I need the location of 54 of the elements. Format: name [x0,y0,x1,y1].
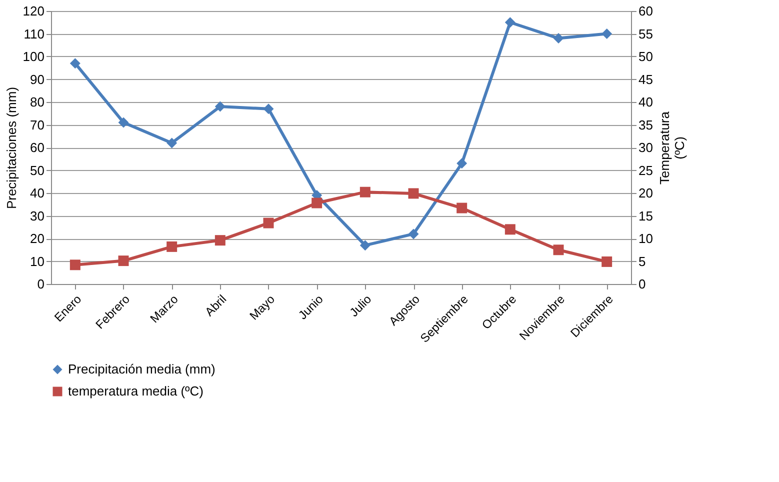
point [408,228,419,240]
legend-label: temperatura media (ºC) [68,384,204,398]
point [602,256,612,267]
point [456,202,468,214]
point [504,17,516,28]
y2-axis-title: Temperatura (ºC) [656,110,687,184]
x-tick-label: Julio [346,292,374,320]
y2-tick-label: 20 [638,186,653,200]
y2-tick-label: 45 [638,72,653,87]
point [166,138,178,148]
point [602,28,612,39]
y2-tick-label: 25 [638,162,653,178]
y-tick-label: 20 [30,231,44,246]
point [553,33,564,44]
y-tick-label: 100 [22,49,44,64]
point [456,158,468,169]
legend-label: Precipitación media (mm) [68,362,216,376]
point [360,240,370,251]
y2-tick-label: 5 [638,254,646,269]
y-tick-label: 60 [30,140,44,155]
y2-tick-label: 55 [638,26,653,42]
point [504,224,516,235]
point [263,218,274,228]
point [70,58,80,69]
y-tick-label: 10 [30,254,44,269]
point [214,101,226,112]
point [408,188,419,199]
y-tick-label: 90 [30,72,44,87]
y2-tick-label: 30 [638,140,653,155]
y-tick-label: 70 [30,117,44,132]
y2-tick-label: 60 [638,4,653,18]
y2-tick-label: 0 [638,276,646,292]
y-tick-label: 120 [22,4,44,18]
point [360,186,370,198]
point [214,235,226,246]
y2-tick-label: 50 [638,49,653,64]
y-axis-title: Precipitaciones (mm) [4,86,19,210]
y-tick-label: 30 [30,208,44,224]
point [263,104,274,114]
y2-tick-label: 10 [638,231,653,246]
point [312,198,322,208]
point [553,244,564,256]
y-tick-label: 50 [30,162,44,178]
y-tick-label: 40 [30,186,44,200]
y-tick-label: 0 [37,276,44,292]
y2-tick-label: 15 [638,208,653,224]
point [166,241,178,252]
y-tick-label: 110 [24,26,44,42]
y2-tick-label: 35 [638,117,653,132]
point [118,117,129,128]
y2-tick-label: 40 [638,94,653,110]
point [70,260,80,270]
y-tick-label: 80 [30,94,44,110]
point [118,256,129,266]
